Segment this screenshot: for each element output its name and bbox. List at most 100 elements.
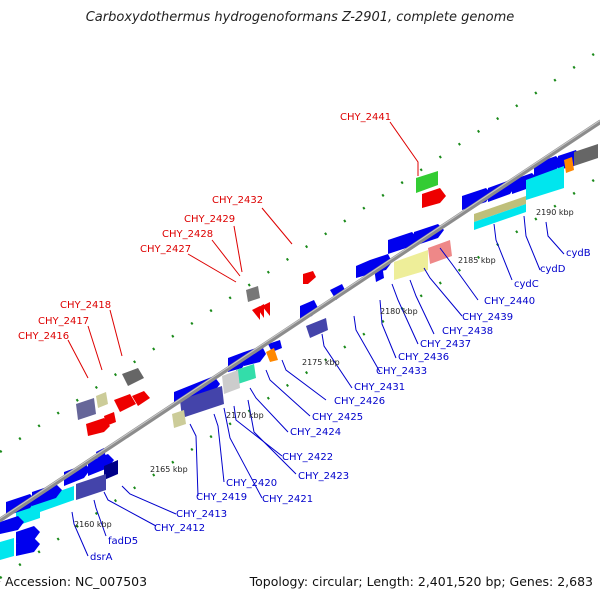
label-dsrA[interactable]: dsrA (90, 552, 113, 563)
label-chy-2440[interactable]: CHY_2440 (484, 296, 535, 307)
gene-chy-2418b[interactable] (132, 391, 150, 406)
connector-chy-2423 (247, 399, 297, 475)
kbp-scale-labels: 2160 kbp 2165 kbp 2170 kbp 2175 kbp 2180… (74, 208, 574, 529)
gene-chy-2416-top[interactable] (76, 398, 96, 420)
kbp-label-2190: 2190 kbp (536, 208, 574, 217)
gene-orange-right[interactable] (564, 157, 574, 173)
gene-chy-2441[interactable] (422, 188, 446, 208)
label-chy-2423[interactable]: CHY_2423 (298, 471, 349, 482)
gene-chy-2437[interactable] (428, 240, 452, 264)
gene-chy-2438[interactable] (394, 250, 428, 280)
connector-chy-2412 (103, 491, 157, 527)
gene-cydB[interactable] (526, 166, 564, 200)
gene-left-1[interactable] (32, 484, 62, 506)
gene-chy-2441-top[interactable] (416, 171, 438, 193)
kbp-label-2180: 2180 kbp (380, 307, 418, 316)
label-chy-2439[interactable]: CHY_2439 (462, 312, 513, 323)
label-chy-2418[interactable]: CHY_2418 (60, 300, 111, 311)
connector-chy-2436 (379, 299, 397, 359)
gene-gray-small[interactable] (246, 286, 260, 302)
label-chy-2433[interactable]: CHY_2433 (376, 366, 427, 377)
label-chy-2420[interactable]: CHY_2420 (226, 478, 277, 489)
gene-chy-2420[interactable] (180, 386, 224, 418)
label-chy-2441[interactable]: CHY_2441 (340, 112, 391, 123)
gene-red-small[interactable] (104, 412, 116, 426)
gene-fadD5[interactable] (76, 474, 106, 500)
label-chy-2424[interactable]: CHY_2424 (290, 427, 341, 438)
gene-chy-2416[interactable] (86, 418, 110, 436)
gene-left-3[interactable] (0, 516, 24, 534)
connector-chy-2437 (391, 283, 419, 345)
label-chy-2428[interactable]: CHY_2428 (162, 229, 213, 240)
gene-gray-right[interactable] (574, 144, 598, 166)
connector-chy-2439 (423, 267, 463, 317)
label-chy-2437[interactable]: CHY_2437 (420, 339, 471, 350)
label-chy-2436[interactable]: CHY_2436 (398, 352, 449, 363)
label-chy-2427[interactable]: CHY_2427 (140, 244, 191, 255)
gene-chy-2425[interactable] (244, 346, 266, 366)
outer-dotted-track (0, 48, 600, 454)
connector-chy-2427 (187, 253, 237, 283)
gene-chy-2432[interactable] (303, 271, 316, 284)
connector-cydB (545, 221, 565, 255)
reverse-strand-genes (76, 171, 446, 436)
gene-chy-2413b[interactable] (64, 464, 90, 486)
connector-chy-2438 (409, 279, 435, 335)
label-chy-2419[interactable]: CHY_2419 (196, 492, 247, 503)
connector-dsrA (71, 511, 89, 557)
label-chy-2432[interactable]: CHY_2432 (212, 195, 263, 206)
gene-chy-2427[interactable] (262, 302, 270, 316)
connector-chy-2432 (261, 207, 293, 245)
label-chy-2425[interactable]: CHY_2425 (312, 412, 363, 423)
label-chy-2412[interactable]: CHY_2412 (154, 523, 205, 534)
gene-chy-2431[interactable] (300, 300, 318, 320)
gene-chy-2428[interactable] (257, 304, 264, 318)
label-chy-2438[interactable]: CHY_2438 (442, 326, 493, 337)
gene-chy-2436b[interactable] (356, 260, 370, 278)
blue-gene-labels: cydB cydD cydC CHY_2440 CHY_2439 CHY_243… (90, 248, 591, 563)
gene-chy-2418[interactable] (114, 394, 136, 412)
label-cydB[interactable]: cydB (566, 248, 591, 259)
gene-chy-2417[interactable] (96, 392, 108, 408)
red-gene-labels: CHY_2441 CHY_2432 CHY_2429 CHY_2428 CHY_… (18, 112, 391, 342)
connector-chy-2425 (265, 369, 311, 417)
gene-dsrA[interactable] (40, 486, 74, 512)
label-cydC[interactable]: cydC (514, 279, 539, 290)
gene-chy-2424[interactable] (266, 348, 278, 362)
connector-chy-2420 (213, 413, 225, 483)
label-chy-2421[interactable]: CHY_2421 (262, 494, 313, 505)
label-cydD[interactable]: cydD (540, 264, 566, 275)
connector-chy-2417 (87, 325, 103, 371)
gene-left-cyan[interactable] (0, 538, 14, 560)
label-chy-2429[interactable]: CHY_2429 (184, 214, 235, 225)
genome-summary-text: Topology: circular; Length: 2,401,520 bp… (249, 574, 593, 589)
gene-chy-2412b[interactable] (104, 460, 118, 480)
gene-chy-2440[interactable] (388, 232, 418, 254)
gene-chy-2426[interactable] (268, 340, 282, 352)
gene-cyd-2[interactable] (488, 180, 516, 202)
gene-cydC[interactable] (474, 204, 526, 230)
label-chy-2422[interactable]: CHY_2422 (282, 452, 333, 463)
gene-chy-2422[interactable] (222, 370, 240, 394)
gene-cydD[interactable] (474, 196, 526, 222)
kbp-label-2170: 2170 kbp (226, 411, 264, 420)
connector-chy-2426 (281, 359, 327, 401)
gene-cyd-1[interactable] (462, 188, 492, 210)
label-chy-2417[interactable]: CHY_2417 (38, 316, 89, 327)
gene-chy-2423[interactable] (236, 364, 256, 384)
gene-chy-2421[interactable] (194, 376, 220, 398)
gene-chy-2429[interactable] (252, 306, 260, 320)
gene-chy-2431b[interactable] (306, 318, 328, 338)
label-chy-2416[interactable]: CHY_2416 (18, 331, 69, 342)
gene-chy-2418-top[interactable] (122, 368, 144, 386)
connector-cydC (493, 223, 513, 281)
gene-chy-2419[interactable] (172, 410, 186, 428)
connector-chy-2428 (211, 239, 241, 277)
label-fadD5[interactable]: fadD5 (108, 536, 138, 547)
kbp-label-2175: 2175 kbp (302, 358, 340, 367)
label-chy-2413[interactable]: CHY_2413 (176, 509, 227, 520)
gene-left-5[interactable] (16, 538, 40, 556)
label-chy-2426[interactable]: CHY_2426 (334, 396, 385, 407)
label-chy-2431[interactable]: CHY_2431 (354, 382, 405, 393)
